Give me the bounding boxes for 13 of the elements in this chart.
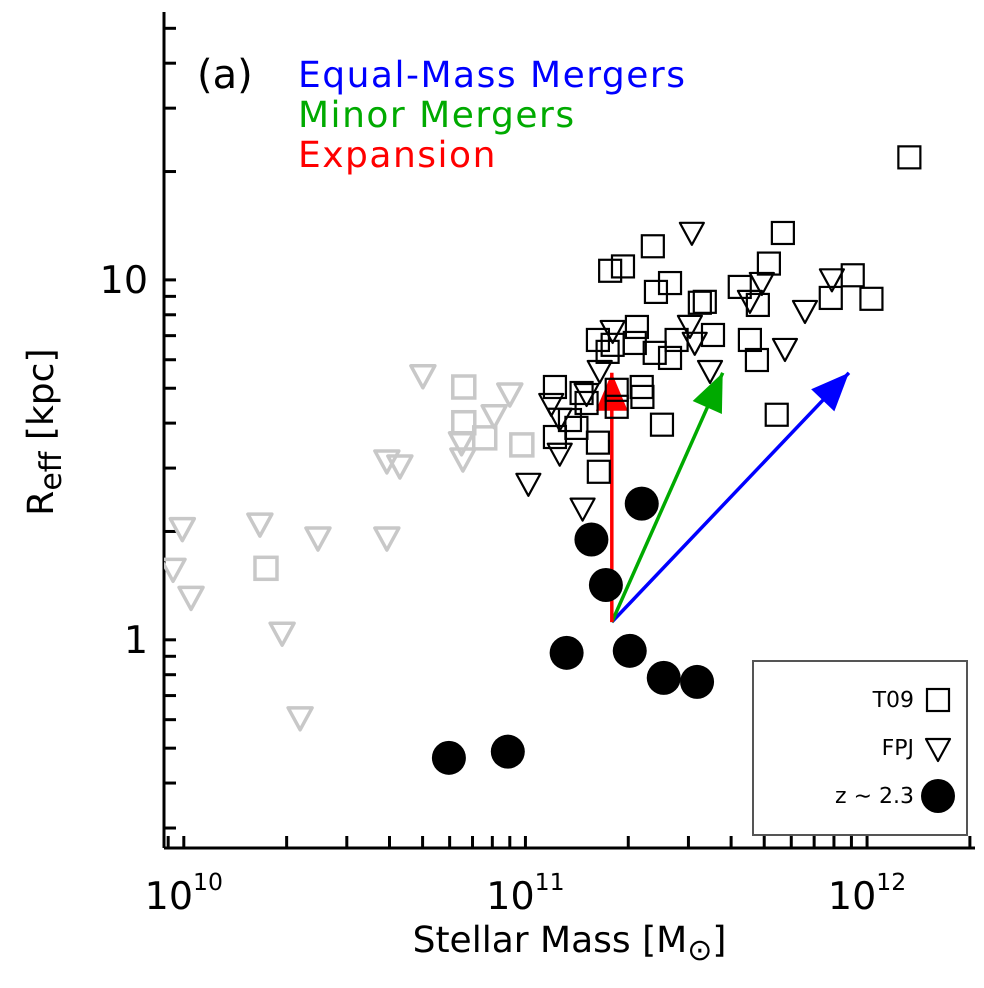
legend-label: FPJ: [882, 736, 914, 760]
annotation: (a): [197, 52, 253, 98]
text: Expansion: [298, 135, 498, 176]
legend-label: T09: [872, 688, 914, 712]
text: Equal-Mass Mergers: [298, 55, 686, 96]
x-tick-label: 10$^{11}$: [486, 868, 565, 918]
x-tick-label: 10$^{12}$: [828, 868, 906, 918]
y-tick-label: 10: [100, 258, 148, 302]
legend-label: z ~ 2.3: [835, 784, 914, 808]
y-tick-label: 1: [124, 618, 148, 662]
x-axis-title: Stellar Mass [M$_{⊙}$]: [412, 920, 728, 968]
text: Minor Mergers: [298, 95, 577, 136]
x-tick-label: 10$^{10}$: [144, 868, 223, 918]
